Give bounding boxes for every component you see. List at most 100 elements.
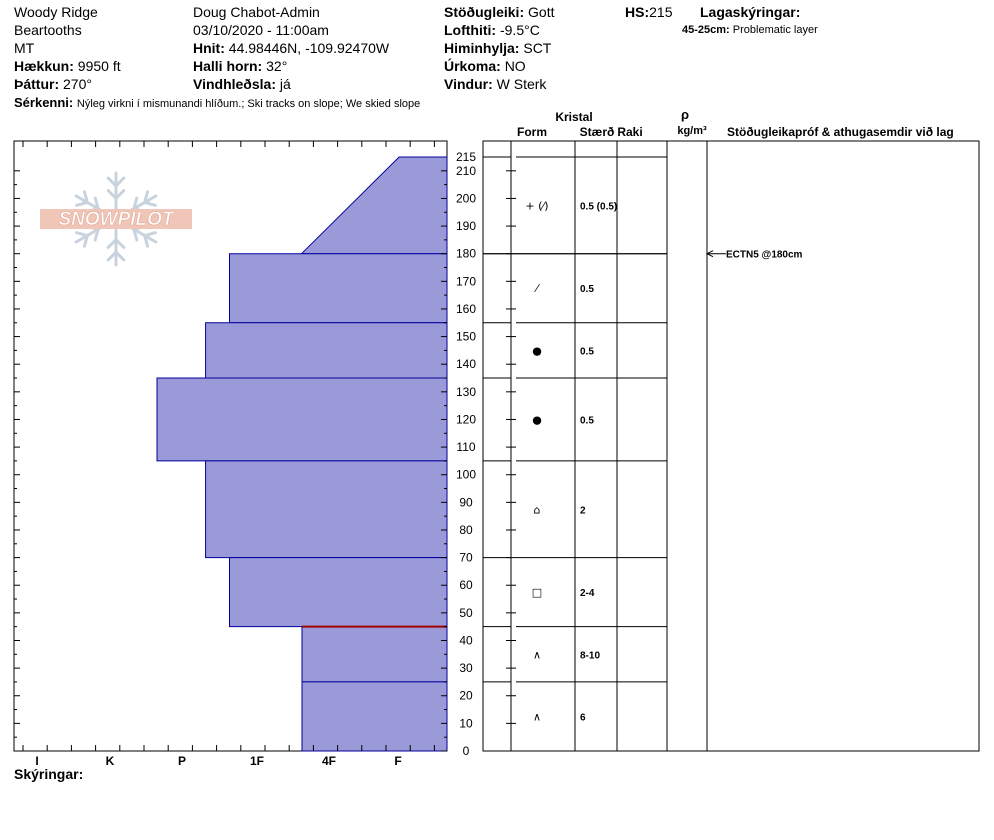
hardness-label: P (178, 754, 186, 768)
legend-entry: 45-25cm: Problematic layer (682, 24, 818, 36)
snow-layer (300, 156, 448, 255)
height-tick-label: 10 (459, 716, 473, 730)
crystal-size: 0.5 (580, 415, 594, 426)
density-frame (666, 140, 708, 752)
height-tick-label: 160 (456, 302, 476, 316)
height-tick-label: 50 (459, 606, 473, 620)
snowflake-branch (114, 250, 126, 262)
slope-label: Halli horn: (193, 58, 263, 74)
height-tick-label: 140 (456, 357, 476, 371)
crystal-size: 8-10 (580, 650, 600, 661)
crystal-size: 2 (580, 505, 586, 516)
snowflake-branch (114, 189, 126, 200)
snowflake-branch (143, 231, 157, 238)
hardness-label: 1F (250, 754, 264, 768)
snowflake-branch (132, 227, 139, 242)
coords-value: 44.98446N, -109.92470W (228, 40, 390, 56)
snowflake-branch (75, 200, 89, 207)
wind-label: Vindur: (444, 76, 493, 92)
snowflake-branch (75, 231, 89, 238)
wind-loading-value: já (279, 76, 291, 92)
aspect-value: 270° (63, 76, 92, 92)
hs-value: 215 (649, 4, 673, 20)
crystal-form-icon: ● (532, 344, 542, 357)
coordinates: Hnit: 44.98446N, -109.92470W (193, 40, 389, 56)
height-tick-label: 40 (459, 633, 473, 647)
column-density-unit: kg/m³ (677, 125, 707, 137)
air-temp: Lofthiti: -9.5°C (444, 22, 540, 38)
slope-value: 32° (266, 58, 288, 74)
crystal-size: 0.5 (580, 284, 594, 295)
snow-layer (229, 557, 448, 628)
legend-range: 45-25cm: (682, 24, 730, 36)
snowflake-branch (143, 234, 150, 248)
height-tick-label: 180 (456, 247, 476, 261)
stability: Stöðugleiki: Gott (444, 4, 554, 20)
snow-layer (301, 681, 448, 752)
height-tick-label: 150 (456, 330, 476, 344)
wind: Vindur: W Sterk (444, 76, 546, 92)
snowpilot-logo: SNOWPILOT (40, 171, 192, 267)
crystal-form-icon: ∧ (533, 648, 541, 661)
air-temp-label: Lofthiti: (444, 22, 497, 38)
notes: Skýringar: (14, 766, 83, 782)
crystal-form-icon: □ (532, 586, 542, 599)
wind-loading: Vindhleðsla: já (193, 76, 291, 92)
crystal-size: 0.5 (0.5) (580, 201, 617, 212)
snowflake-branch (132, 196, 139, 211)
mountain-range: Beartooths (14, 22, 82, 38)
hs-label: HS: (625, 4, 650, 20)
snowflake-branch (114, 176, 126, 188)
snow-layer (156, 377, 448, 462)
snowflake-branch (114, 238, 126, 249)
legend-title: Lagaskýringar: (700, 4, 801, 20)
column-crystal: Kristal (555, 110, 592, 124)
stability-value: Gott (528, 4, 555, 20)
crystal-form-icon: ⌂ (534, 503, 541, 516)
features-label: Sérkenni: (14, 95, 74, 110)
snowflake-branch (82, 190, 89, 204)
wind-value: W Sterk (496, 76, 547, 92)
tests-frame (706, 140, 980, 752)
snowflake-branch (143, 190, 150, 204)
precipitation: Úrkoma: NO (444, 58, 526, 74)
snowflake-branch (106, 238, 118, 249)
elevation-label: Hækkun: (14, 58, 74, 74)
coords-label: Hnit: (193, 40, 225, 56)
snowflake-branch (93, 196, 100, 211)
logo-banner (40, 209, 192, 229)
snow-layer (229, 253, 448, 324)
crystal-form-icon: ∧ (533, 710, 541, 723)
snow-layer (205, 460, 448, 559)
stability-label: Stöðugleiki: (444, 4, 525, 20)
height-tick-label: 20 (459, 689, 473, 703)
crystal-form-icon: ⁄ (533, 282, 540, 295)
datetime: 03/10/2020 - 11:00am (193, 22, 329, 38)
height-tick-label: 100 (456, 468, 476, 482)
observer: Doug Chabot-Admin (193, 4, 320, 20)
height-tick-label: 120 (456, 412, 476, 426)
crystal-form-icon: ● (532, 413, 542, 426)
features-value: Nýleg virkni í mismunandi hlíðum.; Ski t… (76, 98, 421, 110)
wind-loading-label: Vindhleðsla: (193, 76, 276, 92)
height-tick-label: 190 (456, 219, 476, 233)
height-tick-label: 80 (459, 523, 473, 537)
column-moisture: Raki (617, 125, 642, 139)
snowflake-branch (143, 200, 157, 207)
elevation: Hækkun: 9950 ft (14, 58, 121, 74)
height-tick-label: 60 (459, 578, 473, 592)
aspect: Þáttur: 270° (14, 76, 92, 92)
hardness-label: I (35, 754, 38, 768)
hardness-label: K (106, 754, 115, 768)
sky-label: Himinhylja: (444, 40, 520, 56)
snowflake-branch (82, 234, 89, 248)
height-tick-label: 200 (456, 191, 476, 205)
state: MT (14, 40, 35, 56)
column-form: Form (517, 125, 547, 139)
snow-layer (301, 626, 448, 683)
height-tick-label: 0 (463, 744, 470, 758)
precip-value: NO (504, 58, 526, 74)
column-size: Stærð (580, 125, 615, 139)
logo-text: SNOWPILOT (58, 209, 174, 230)
